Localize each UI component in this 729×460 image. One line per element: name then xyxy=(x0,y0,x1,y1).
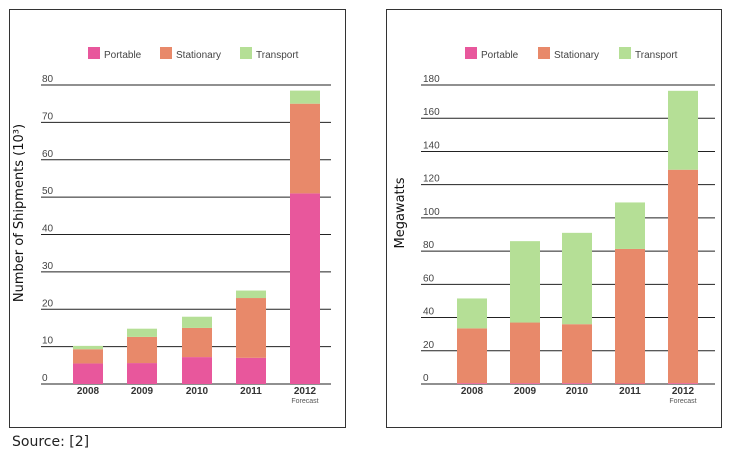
x-tick-label: 2008 xyxy=(461,386,484,397)
legend-swatch-transport xyxy=(240,47,252,59)
bar-portable-2012 xyxy=(290,193,320,384)
x-tick-label: 2012 xyxy=(294,386,317,397)
bar-stationary-2008 xyxy=(73,349,103,364)
x-tick-label: 2012 xyxy=(672,386,695,397)
bar-stationary-2011 xyxy=(615,248,645,384)
bar-transport-2011 xyxy=(236,290,266,299)
y-tick-label: 80 xyxy=(423,240,435,251)
bar-stationary-2012 xyxy=(290,103,320,194)
bar-transport-2011 xyxy=(615,202,645,249)
bar-stationary-2009 xyxy=(510,322,540,384)
legend-swatch-portable xyxy=(465,47,477,59)
x-tick-note: Forecast xyxy=(291,398,318,405)
x-tick-label: 2010 xyxy=(566,386,589,397)
y-tick-label: 0 xyxy=(423,373,429,384)
bar-stationary-2008 xyxy=(457,328,487,384)
bar-portable-2010 xyxy=(182,357,212,384)
bar-transport-2012 xyxy=(668,90,698,170)
bar-portable-2009 xyxy=(127,363,157,384)
bar-transport-2008 xyxy=(73,345,103,350)
bar-transport-2009 xyxy=(127,328,157,337)
y-tick-label: 120 xyxy=(423,174,440,185)
chart-panel-megawatts: Portable Stationary Transport 0 20 40 60 80 100 1… xyxy=(386,9,722,428)
shipments-chart: Portable Stationary Transport 0 10 20 30 40 50 60… xyxy=(12,47,331,405)
y-tick-label: 30 xyxy=(42,261,54,272)
bar-transport-2009 xyxy=(510,241,540,323)
legend-swatch-portable xyxy=(88,47,100,59)
x-tick-label: 2008 xyxy=(77,386,100,397)
bar-portable-2011 xyxy=(236,357,266,384)
bar-portable-2010 xyxy=(562,383,592,384)
bar-portable-2009 xyxy=(510,383,540,384)
x-tick-label: 2011 xyxy=(240,386,262,397)
y-tick-label: 60 xyxy=(423,273,435,284)
y-tick-label: 80 xyxy=(42,74,54,85)
y-tick-label: 10 xyxy=(42,336,54,347)
y-axis-label: Number of Shipments (10³) xyxy=(12,124,27,302)
x-tick-label: 2009 xyxy=(514,386,537,397)
bar-transport-2008 xyxy=(457,298,487,329)
x-tick-label: 2011 xyxy=(619,386,641,397)
bar-portable-2008 xyxy=(73,363,103,384)
y-tick-label: 0 xyxy=(42,373,48,384)
y-tick-label: 50 xyxy=(42,186,54,197)
y-tick-label: 40 xyxy=(423,307,435,318)
legend-swatch-stationary xyxy=(538,47,550,59)
bar-stationary-2010 xyxy=(562,324,592,384)
legend-label-stationary: Stationary xyxy=(176,50,221,61)
y-tick-label: 20 xyxy=(42,298,54,309)
y-tick-label: 60 xyxy=(42,149,54,160)
x-tick-label: 2010 xyxy=(186,386,209,397)
megawatts-chart: Portable Stationary Transport 0 20 40 60 80 100 1… xyxy=(393,47,715,405)
legend-label-transport: Transport xyxy=(256,50,299,61)
legend-swatch-transport xyxy=(619,47,631,59)
bar-transport-2010 xyxy=(562,232,592,325)
legend-label-portable: Portable xyxy=(481,50,519,61)
legend-label-stationary: Stationary xyxy=(554,50,599,61)
bar-stationary-2009 xyxy=(127,336,157,364)
bar-stationary-2010 xyxy=(182,327,212,358)
legend-label-transport: Transport xyxy=(635,50,678,61)
y-tick-label: 100 xyxy=(423,207,440,218)
x-tick-label: 2009 xyxy=(131,386,154,397)
bar-stationary-2012 xyxy=(668,169,698,384)
x-tick-note: Forecast xyxy=(669,398,696,405)
bar-transport-2012 xyxy=(290,90,320,104)
y-tick-label: 20 xyxy=(423,340,435,351)
bar-stationary-2011 xyxy=(236,298,266,358)
bar-transport-2010 xyxy=(182,316,212,328)
y-tick-label: 180 xyxy=(423,74,440,85)
source-note: Source: [2] xyxy=(12,434,90,450)
chart-panel-shipments: Portable Stationary Transport 0 10 20 30 40 50 60… xyxy=(9,9,346,428)
legend-swatch-stationary xyxy=(160,47,172,59)
bar-portable-2008 xyxy=(457,383,487,384)
bar-portable-2012 xyxy=(668,383,698,384)
y-tick-label: 70 xyxy=(42,111,54,122)
y-tick-label: 140 xyxy=(423,140,440,151)
y-tick-label: 160 xyxy=(423,107,440,118)
legend-label-portable: Portable xyxy=(104,50,142,61)
y-tick-label: 40 xyxy=(42,224,54,235)
y-axis-label: Megawatts xyxy=(393,177,408,248)
